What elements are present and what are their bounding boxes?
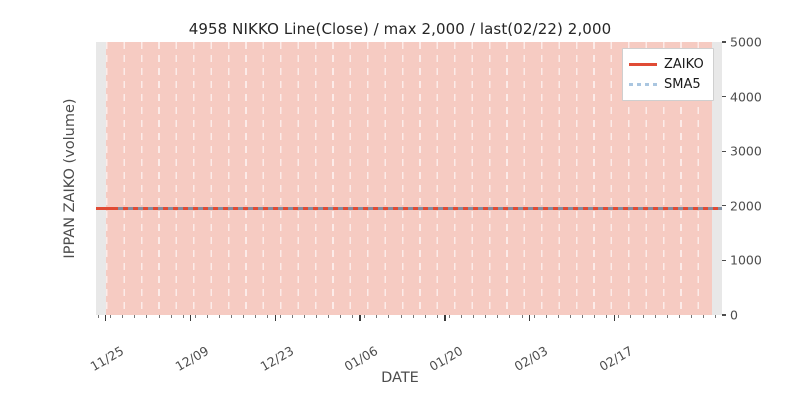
x-tick-minor bbox=[630, 315, 632, 319]
y-tick-mark bbox=[722, 150, 726, 152]
x-tick-minor bbox=[412, 315, 414, 319]
x-tick-minor bbox=[134, 315, 136, 319]
x-tick-major bbox=[444, 315, 446, 321]
dotted-line-swatch-icon bbox=[629, 78, 657, 90]
y-tick-mark bbox=[722, 205, 726, 207]
x-tick-minor bbox=[146, 315, 148, 319]
x-tick-minor bbox=[340, 315, 341, 319]
y-tick-label: 1000 bbox=[730, 252, 762, 268]
x-tick-minor bbox=[690, 315, 692, 319]
vertical-gridlines bbox=[106, 42, 712, 315]
x-tick-major bbox=[359, 315, 361, 321]
x-tick-minor bbox=[509, 315, 511, 319]
x-tick-minor bbox=[122, 315, 124, 319]
x-tick-minor bbox=[424, 315, 426, 319]
plot-data-span bbox=[106, 42, 712, 315]
y-tick-mark bbox=[722, 314, 726, 316]
x-tick-minor bbox=[703, 315, 704, 319]
legend-item-sma5[interactable]: SMA5 bbox=[629, 74, 707, 94]
x-tick-minor bbox=[219, 315, 220, 319]
y-tick-label: 0 bbox=[730, 307, 738, 323]
x-tick-minor bbox=[448, 315, 450, 319]
solid-line-swatch-icon bbox=[629, 58, 657, 70]
x-tick-minor bbox=[243, 315, 245, 319]
x-tick-minor bbox=[521, 315, 523, 319]
x-tick-minor bbox=[170, 315, 172, 319]
x-tick-minor bbox=[291, 315, 293, 319]
x-tick-minor bbox=[182, 315, 184, 319]
series-line-sma5 bbox=[118, 207, 722, 210]
y-tick-mark bbox=[722, 41, 726, 43]
x-tick-minor bbox=[557, 315, 559, 319]
x-tick-minor bbox=[267, 315, 269, 319]
x-tick-major bbox=[613, 315, 616, 321]
x-tick-minor bbox=[327, 315, 329, 319]
x-tick-major bbox=[529, 315, 531, 321]
x-tick-minor bbox=[110, 315, 112, 319]
legend-item-zaiko[interactable]: ZAIKO bbox=[629, 54, 707, 74]
x-tick-minor bbox=[594, 315, 596, 319]
x-tick-minor bbox=[642, 315, 644, 319]
y-tick-label: 5000 bbox=[730, 34, 762, 50]
x-tick-major bbox=[274, 315, 276, 321]
y-tick-label: 4000 bbox=[730, 89, 762, 105]
x-tick-minor bbox=[485, 315, 487, 319]
x-tick-minor bbox=[400, 315, 402, 319]
legend-label: ZAIKO bbox=[664, 56, 704, 72]
x-tick-minor bbox=[98, 315, 99, 319]
x-tick-minor bbox=[231, 315, 233, 319]
x-tick-minor bbox=[606, 315, 608, 319]
plot-area bbox=[96, 42, 722, 315]
x-tick-minor bbox=[569, 315, 571, 319]
x-tick-minor bbox=[194, 315, 196, 319]
x-tick-minor bbox=[206, 315, 208, 319]
y-tick-label: 3000 bbox=[730, 143, 762, 159]
chart-legend: ZAIKO SMA5 bbox=[622, 48, 714, 101]
x-axis bbox=[96, 315, 722, 325]
x-tick-minor bbox=[388, 315, 390, 319]
y-axis-title: IPPAN ZAIKO (volume) bbox=[62, 98, 78, 259]
x-tick-minor bbox=[497, 315, 499, 319]
x-tick-minor bbox=[315, 315, 317, 319]
x-tick-minor bbox=[666, 315, 668, 319]
x-tick-minor bbox=[678, 315, 680, 319]
x-tick-minor bbox=[715, 315, 717, 319]
x-tick-minor bbox=[364, 315, 366, 319]
y-tick-mark bbox=[722, 259, 726, 262]
x-axis-title: DATE bbox=[381, 370, 419, 386]
x-tick-minor bbox=[303, 315, 305, 319]
x-tick-minor bbox=[279, 315, 281, 319]
x-tick-minor bbox=[461, 315, 462, 319]
y-tick-mark bbox=[722, 95, 726, 98]
x-tick-minor bbox=[582, 315, 583, 319]
x-tick-major bbox=[105, 315, 107, 321]
x-tick-minor bbox=[654, 315, 656, 319]
x-tick-minor bbox=[376, 315, 378, 319]
x-tick-minor bbox=[352, 315, 354, 319]
x-tick-minor bbox=[255, 315, 257, 319]
x-tick-minor bbox=[533, 315, 535, 319]
chart-title: 4958 NIKKO Line(Close) / max 2,000 / las… bbox=[188, 20, 612, 38]
x-tick-minor bbox=[473, 315, 475, 319]
legend-label: SMA5 bbox=[664, 76, 701, 92]
x-tick-minor bbox=[436, 315, 438, 319]
y-tick-label: 2000 bbox=[730, 198, 762, 214]
x-tick-major bbox=[189, 315, 192, 321]
y-axis: 0 1000 2000 3000 4000 5000 bbox=[722, 35, 762, 323]
x-tick-minor bbox=[158, 315, 160, 319]
x-tick-minor bbox=[618, 315, 620, 319]
x-tick-minor bbox=[545, 315, 547, 319]
